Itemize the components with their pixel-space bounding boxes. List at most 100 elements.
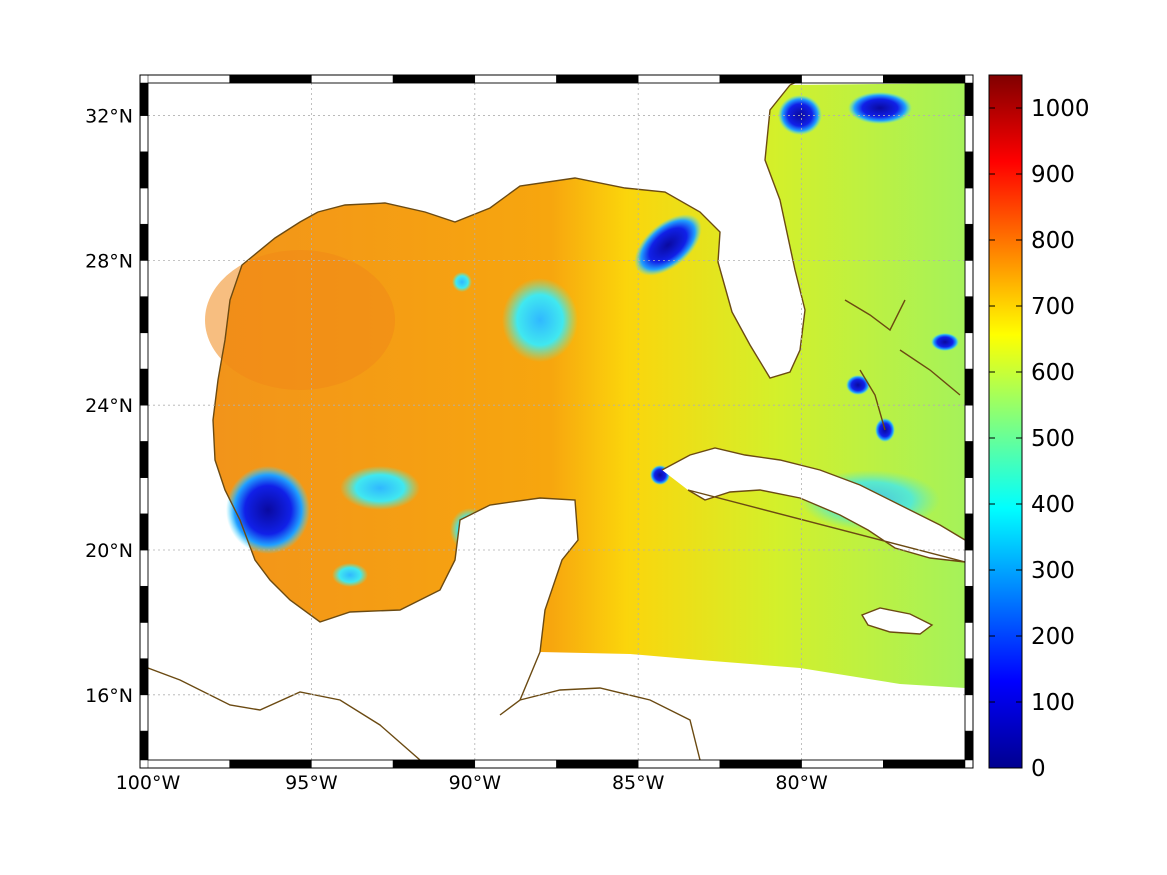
map-inner-outline: [147, 82, 966, 761]
frame-top-seg: [719, 74, 802, 84]
lat-tick-label: 24°N: [85, 395, 133, 417]
frame-bottom-seg: [801, 759, 884, 769]
frame-right-seg: [964, 585, 974, 623]
frame-right-seg: [964, 513, 974, 551]
cyan-patch-bay: [340, 466, 420, 510]
frame-left-seg: [139, 332, 149, 370]
map-panel: [139, 74, 974, 769]
low-anomaly-carolina: [848, 92, 912, 124]
frame-left-seg: [139, 296, 149, 334]
frame-bottom-seg: [719, 759, 802, 769]
gulf-coastline: [317, 84, 806, 379]
lon-tick-label: 95°W: [285, 772, 338, 794]
cuba-land: [662, 448, 965, 562]
frame-right-seg: [964, 296, 974, 334]
gridlines: [148, 83, 965, 760]
frame-right-seg: [964, 332, 974, 370]
frame-left-seg: [139, 585, 149, 623]
cyan-patch-texas: [452, 272, 472, 292]
frame-bottom-seg: [883, 759, 966, 769]
lat-tick-label: 20°N: [85, 540, 133, 562]
colorbar-tick-label: 600: [1031, 360, 1075, 386]
frame-left-seg: [139, 82, 149, 116]
honduras-coast: [519, 687, 701, 760]
frame-left-seg: [139, 404, 149, 442]
colorbar-tick-label: 900: [1031, 162, 1075, 188]
colorbar-tick-label: 400: [1031, 492, 1075, 518]
frame-right-seg: [964, 622, 974, 659]
frame-bottom-seg: [311, 759, 394, 769]
low-anomaly-georgia: [778, 95, 822, 135]
frame-top-seg: [229, 74, 312, 84]
central-america-coast: [148, 667, 421, 760]
frame-bottom-seg: [392, 759, 476, 769]
colorbar: 0 100 200 300 400 500 600 700 800 900 1000: [988, 74, 1090, 782]
florida-land: [690, 83, 805, 378]
frame-top-seg: [474, 74, 557, 84]
jamaica-land: [862, 608, 932, 634]
frame-top-seg: [883, 74, 966, 84]
frame-left-seg: [139, 513, 149, 551]
atlantic-coastline: [789, 83, 797, 86]
frame-top-seg: [392, 74, 476, 84]
frame-right-seg: [964, 694, 974, 732]
lon-tick-label: 100°W: [116, 772, 181, 794]
frame-left-seg: [139, 694, 149, 732]
gulf-water-field: [213, 83, 965, 688]
frame-right-seg: [964, 151, 974, 189]
colorbar-tick-label: 800: [1031, 228, 1075, 254]
colorbar-tick-label: 300: [1031, 558, 1075, 584]
frame-left-seg: [139, 151, 149, 189]
colorbar-tick-label: 1000: [1031, 96, 1090, 122]
frame-top-seg: [556, 74, 639, 84]
frame-right-seg: [964, 82, 974, 116]
frame-left-seg: [139, 477, 149, 515]
mexico-coastline: [212, 211, 579, 716]
frame-left-seg: [139, 549, 149, 587]
colorbar-tick-label: 100: [1031, 690, 1075, 716]
low-anomaly-florida-shelf: [634, 214, 702, 276]
frame-right-seg: [964, 115, 974, 153]
frame-right-seg: [964, 187, 974, 225]
bahamas-coastline: [844, 299, 961, 431]
lon-tick-label: 85°W: [612, 772, 665, 794]
frame-top-seg: [801, 74, 884, 84]
lat-tick-label: 28°N: [85, 250, 133, 272]
frame-left-seg: [139, 658, 149, 696]
colorbar-tick-label: 0: [1031, 756, 1046, 782]
frame-bottom-seg: [147, 759, 230, 769]
cyan-patch-south: [332, 563, 368, 587]
frame-top-seg: [147, 74, 230, 84]
frame-left-seg: [139, 260, 149, 297]
latitude-tick-labels: 16°N 20°N 24°N 28°N 32°N: [85, 106, 133, 707]
frame-bottom-seg: [229, 759, 312, 769]
frame-left-seg: [139, 441, 149, 478]
frame-right-seg: [964, 404, 974, 442]
jamaica-coastline: [860, 607, 934, 635]
frame-right-seg: [964, 441, 974, 478]
frame-bottom-seg: [637, 759, 721, 769]
colorbar-tick-label: 700: [1031, 294, 1075, 320]
coastlines: [148, 83, 965, 760]
lat-tick-label: 16°N: [85, 685, 133, 707]
frame-bottom-seg: [474, 759, 557, 769]
lat-tick-label: 32°N: [85, 106, 133, 128]
cyan-patch-central: [502, 278, 578, 362]
western-gulf-high: [205, 250, 395, 390]
low-anomaly-east: [931, 333, 959, 351]
longitude-tick-labels: 100°W 95°W 90°W 85°W 80°W: [116, 772, 828, 794]
frame-left-seg: [139, 187, 149, 225]
frame-top-seg: [637, 74, 721, 84]
lon-tick-label: 90°W: [449, 772, 502, 794]
low-anomaly-campeche: [226, 466, 310, 554]
frame-left-seg: [139, 730, 149, 761]
frame-right-seg: [964, 223, 974, 261]
colorbar-tick-label: 500: [1031, 426, 1075, 452]
colorbar-ticks: 0 100 200 300 400 500 600 700 800 900 1000: [989, 96, 1090, 782]
frame-top-seg: [311, 74, 394, 84]
frame-right-seg: [964, 368, 974, 406]
frame-left-seg: [139, 622, 149, 659]
lon-tick-label: 80°W: [775, 772, 828, 794]
map-frame-outline: [139, 74, 974, 769]
